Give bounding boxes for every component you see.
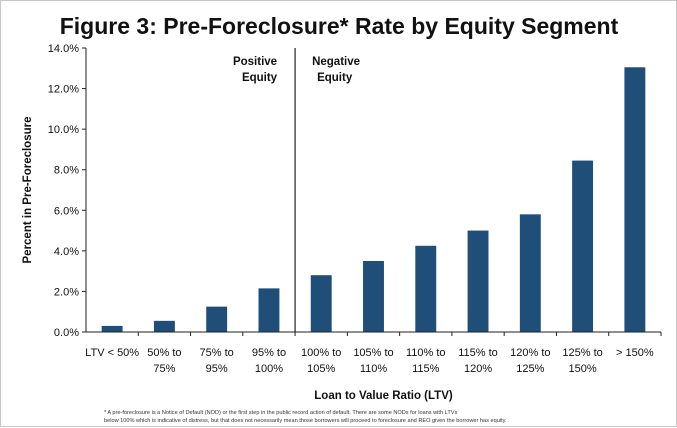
bar bbox=[519, 214, 541, 332]
y-tick-label: 12.0% bbox=[48, 84, 79, 96]
bar bbox=[415, 245, 437, 332]
equity-annotations: Positive Equity Negative Equity bbox=[233, 56, 360, 84]
y-tick-label: 8.0% bbox=[54, 165, 79, 177]
x-tick-label: 75% to 95% bbox=[200, 347, 234, 375]
y-axis-title: Percent in Pre-Foreclosure bbox=[22, 117, 34, 264]
bar-series bbox=[101, 67, 646, 333]
bar bbox=[153, 320, 175, 332]
chart-title: Figure 3: Pre-Foreclosure* Rate by Equit… bbox=[60, 13, 619, 39]
x-tick-label: LTV < 50% bbox=[85, 347, 139, 359]
footnote-line: below 100% which is indicative of distre… bbox=[104, 418, 507, 424]
y-tick-label: 4.0% bbox=[54, 246, 79, 258]
x-tick-label: 115% to 120% bbox=[458, 347, 498, 375]
bar bbox=[363, 261, 384, 332]
x-tick-label: 100% to 105% bbox=[301, 347, 341, 375]
y-tick-label: 14.0% bbox=[48, 43, 79, 55]
bar bbox=[572, 160, 594, 332]
footnote: * A pre-foreclosure is a Notice of Defau… bbox=[104, 410, 507, 424]
bar bbox=[624, 67, 646, 333]
y-tick-label: 6.0% bbox=[54, 205, 79, 217]
y-tick-label: 0.0% bbox=[54, 327, 79, 339]
x-tick-label: 50% to 75% bbox=[147, 347, 181, 375]
x-tick-label: > 150% bbox=[616, 347, 654, 359]
y-tick-label: 10.0% bbox=[48, 124, 79, 136]
bar bbox=[101, 325, 123, 332]
bar bbox=[206, 306, 228, 332]
x-tick-label: 110% to 115% bbox=[406, 347, 446, 375]
x-tick-label: 120% to 125% bbox=[510, 347, 550, 375]
x-tick-label: 105% to 110% bbox=[353, 347, 393, 375]
negative-equity-label: Negative Equity bbox=[312, 56, 360, 84]
x-axis-ticks: LTV < 50% 50% to 75% 75% to 95% 95% to 100% 100… bbox=[85, 332, 662, 375]
x-axis-title: Loan to Value Ratio (LTV) bbox=[314, 390, 453, 402]
y-tick-label: 2.0% bbox=[54, 286, 79, 298]
footnote-line: * A pre-foreclosure is a Notice of Defau… bbox=[104, 410, 457, 416]
x-tick-label: 125% to 150% bbox=[562, 347, 602, 375]
bar bbox=[310, 275, 332, 332]
bar bbox=[258, 288, 280, 332]
positive-equity-label: Positive Equity bbox=[233, 56, 278, 84]
y-axis-ticks: 0.0% 2.0% 4.0% 6.0% 8.0% 10.0% 12.0% 14.0% bbox=[48, 43, 86, 339]
x-tick-label: 95% to 100% bbox=[252, 347, 286, 375]
bar bbox=[467, 230, 489, 332]
